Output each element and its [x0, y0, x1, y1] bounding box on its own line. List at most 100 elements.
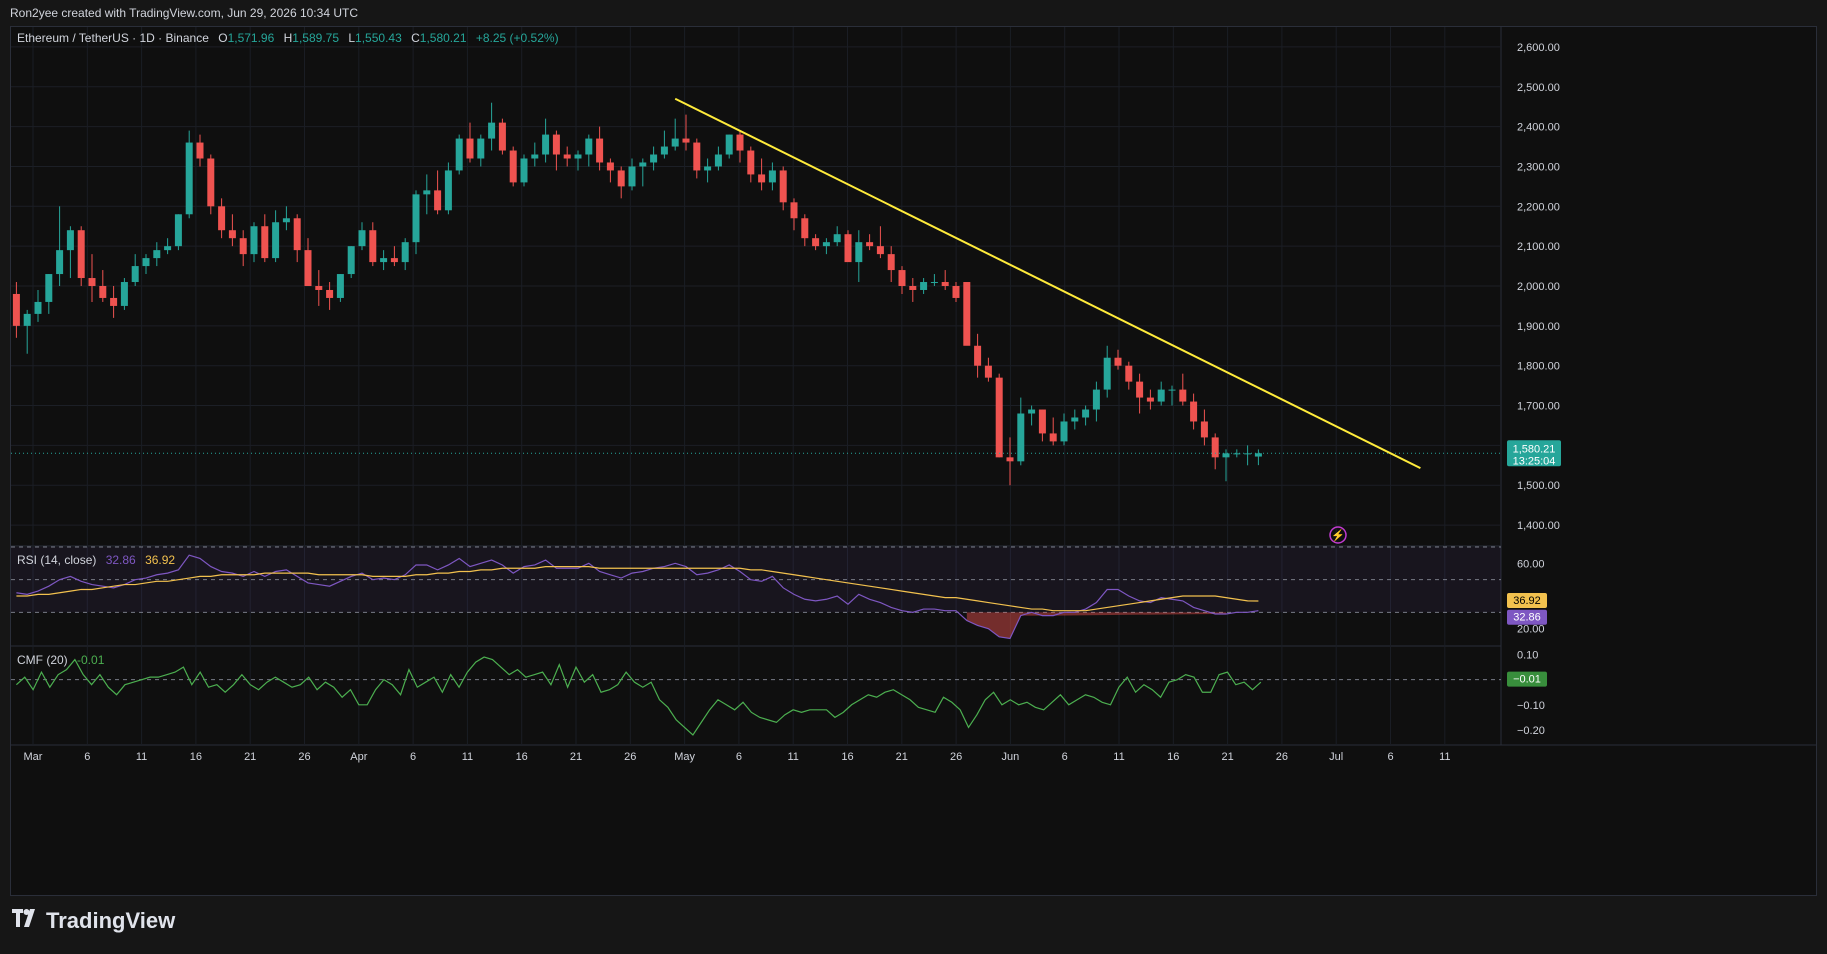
time-tick-label: 16	[841, 751, 853, 763]
candle-body	[110, 297, 118, 306]
candle-body	[617, 170, 625, 187]
candle-body	[1028, 409, 1036, 414]
candle-body	[585, 138, 593, 155]
candle-body	[833, 234, 841, 243]
last-price-text: 1,580.21	[1513, 443, 1556, 455]
candle-body	[120, 282, 128, 306]
time-tick-label: Mar	[24, 751, 43, 763]
time-tick-label: 26	[950, 751, 962, 763]
candle-body	[995, 377, 1003, 458]
time-tick-label: 16	[516, 751, 528, 763]
rsi-tick-label: 20.00	[1517, 624, 1545, 636]
candle-body	[12, 293, 20, 326]
candle-body	[423, 190, 431, 195]
chart-canvas[interactable]: 2,600.00 2,500.00 2,400.00 2,300.00 2,200.00…	[11, 27, 1816, 895]
high-label: H	[283, 31, 293, 45]
candle-body	[1179, 389, 1187, 402]
candle-body	[34, 301, 42, 314]
candle-body	[369, 230, 377, 263]
candle-body	[660, 146, 668, 155]
candle-body	[1233, 453, 1241, 455]
candle-body	[984, 365, 992, 378]
candle-body	[390, 258, 398, 263]
price-tick-label: 1,500.00	[1517, 480, 1560, 492]
candle-body	[963, 282, 971, 346]
candle-body	[380, 258, 388, 263]
candle-body	[531, 154, 539, 159]
price-legend: Ethereum / TetherUS · 1D · Binance O1,57…	[17, 31, 559, 45]
rsi-legend-value: 32.86	[105, 553, 136, 567]
time-tick-label: 11	[1113, 751, 1124, 763]
candle-body	[358, 230, 366, 247]
candle-body	[412, 194, 420, 243]
candle-body	[250, 226, 258, 255]
candle-body	[650, 154, 658, 163]
time-tick-label: 6	[1387, 751, 1393, 763]
candle-body	[520, 158, 528, 183]
symbol-label[interactable]: Ethereum / TetherUS · 1D · Binance	[17, 31, 209, 45]
candle-body	[1049, 433, 1057, 442]
candle-body	[1200, 421, 1208, 438]
time-tick-label: 11	[787, 751, 798, 763]
rsi-ma-badge	[1507, 593, 1547, 609]
candle-body	[196, 142, 204, 159]
candle-body	[131, 266, 139, 283]
price-tick-label: 2,400.00	[1517, 122, 1560, 134]
rsi-badge	[1507, 609, 1547, 625]
low-value: 1,550.43	[355, 31, 402, 45]
candle-body	[88, 278, 96, 286]
time-tick-label: 21	[570, 751, 582, 763]
candle-body	[596, 138, 604, 163]
rsi-ma-line	[16, 565, 1259, 612]
time-tick-label: Apr	[350, 751, 367, 763]
candle-body	[239, 238, 247, 255]
countdown-text: 13:25:04	[1513, 455, 1556, 467]
time-tick-label: 6	[410, 751, 416, 763]
open-value: 1,571.96	[227, 31, 275, 45]
candle-body	[77, 230, 85, 279]
candle-body	[466, 138, 474, 159]
cmf-badge-text: −0.01	[1513, 674, 1541, 686]
candle-body	[142, 258, 150, 267]
candle-body	[1254, 453, 1262, 457]
time-tick-label: 6	[736, 751, 742, 763]
tradingview-logo-text: TradingView	[46, 908, 176, 933]
candle-body	[444, 170, 452, 211]
candle-body	[185, 142, 193, 215]
candle-body	[336, 274, 344, 298]
chart-frame: 2,600.00 2,500.00 2,400.00 2,300.00 2,200.00…	[10, 26, 1817, 896]
cmf-tick-label: 0.10	[1517, 650, 1538, 662]
candle-body	[401, 242, 409, 263]
lightning-icon	[1329, 526, 1347, 544]
candle-body	[488, 122, 496, 139]
time-tick-label: 26	[298, 751, 310, 763]
close-label: C	[411, 31, 420, 45]
candle-body	[758, 174, 766, 183]
tradingview-logo[interactable]: TradingView	[12, 908, 175, 934]
candle-body	[66, 230, 74, 251]
candle-body	[1125, 365, 1133, 382]
candle-body	[974, 345, 982, 366]
cmf-tick-label: −0.10	[1517, 700, 1545, 712]
candle-body	[1190, 401, 1198, 422]
time-tick-label: 11	[462, 751, 473, 763]
rsi-ma-badge-text: 36.92	[1513, 595, 1541, 607]
candle-body	[952, 286, 960, 298]
candle-body	[790, 202, 798, 219]
lightning-icon-glyph: ⚡	[1331, 529, 1345, 542]
rsi-badge-text: 32.86	[1513, 612, 1541, 624]
candle-body	[153, 250, 161, 259]
time-tick-label: 16	[1167, 751, 1179, 763]
candle-body	[725, 134, 733, 155]
candle-body	[23, 313, 31, 326]
rsi-legend-label[interactable]: RSI (14, close)	[17, 553, 97, 567]
candle-body	[1157, 389, 1165, 402]
candle-body	[563, 154, 571, 159]
open-label: O	[218, 31, 228, 45]
cmf-legend-label[interactable]: CMF (20)	[17, 653, 68, 667]
cmf-badge	[1507, 671, 1547, 687]
candle-body	[779, 170, 787, 203]
candle-body	[1244, 453, 1252, 455]
rsi-line	[16, 554, 1259, 640]
tradingview-logo-icon	[12, 909, 40, 933]
